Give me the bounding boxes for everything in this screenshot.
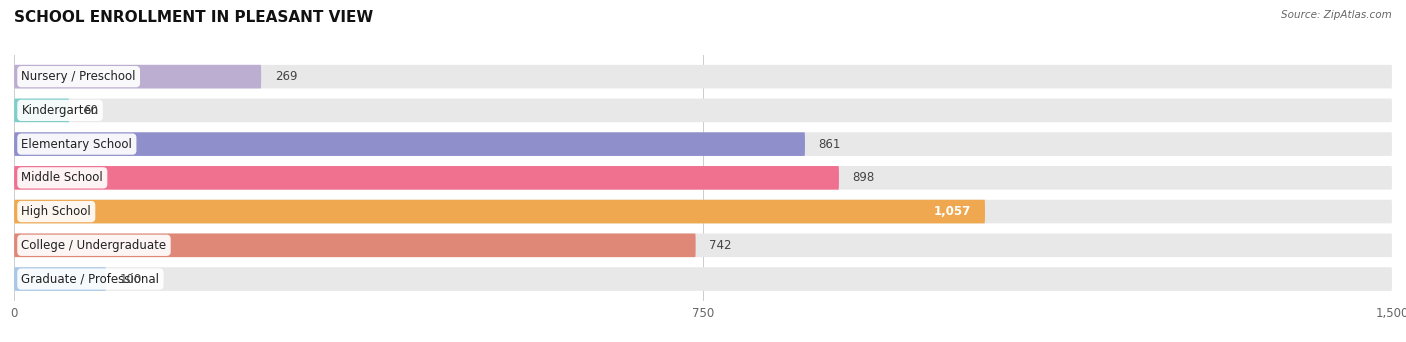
FancyBboxPatch shape xyxy=(14,98,69,122)
Text: 269: 269 xyxy=(276,70,298,83)
FancyBboxPatch shape xyxy=(14,200,986,223)
FancyBboxPatch shape xyxy=(14,166,839,190)
FancyBboxPatch shape xyxy=(14,65,262,89)
FancyBboxPatch shape xyxy=(14,234,1392,257)
FancyBboxPatch shape xyxy=(14,200,1392,223)
Text: SCHOOL ENROLLMENT IN PLEASANT VIEW: SCHOOL ENROLLMENT IN PLEASANT VIEW xyxy=(14,10,374,25)
FancyBboxPatch shape xyxy=(14,132,1392,156)
FancyBboxPatch shape xyxy=(14,98,1392,122)
Text: Middle School: Middle School xyxy=(21,171,103,184)
FancyBboxPatch shape xyxy=(14,267,105,291)
FancyBboxPatch shape xyxy=(14,267,1392,291)
FancyBboxPatch shape xyxy=(14,65,1392,89)
Text: 861: 861 xyxy=(818,137,841,150)
Text: 100: 100 xyxy=(120,273,142,286)
Text: College / Undergraduate: College / Undergraduate xyxy=(21,239,166,252)
Text: 60: 60 xyxy=(83,104,98,117)
Text: High School: High School xyxy=(21,205,91,218)
Text: Nursery / Preschool: Nursery / Preschool xyxy=(21,70,136,83)
Text: Kindergarten: Kindergarten xyxy=(21,104,98,117)
Text: 898: 898 xyxy=(852,171,875,184)
Text: Source: ZipAtlas.com: Source: ZipAtlas.com xyxy=(1281,10,1392,20)
Text: Graduate / Professional: Graduate / Professional xyxy=(21,273,159,286)
FancyBboxPatch shape xyxy=(14,132,806,156)
FancyBboxPatch shape xyxy=(14,166,1392,190)
FancyBboxPatch shape xyxy=(14,234,696,257)
Text: Elementary School: Elementary School xyxy=(21,137,132,150)
Text: 742: 742 xyxy=(710,239,733,252)
Text: 1,057: 1,057 xyxy=(934,205,972,218)
